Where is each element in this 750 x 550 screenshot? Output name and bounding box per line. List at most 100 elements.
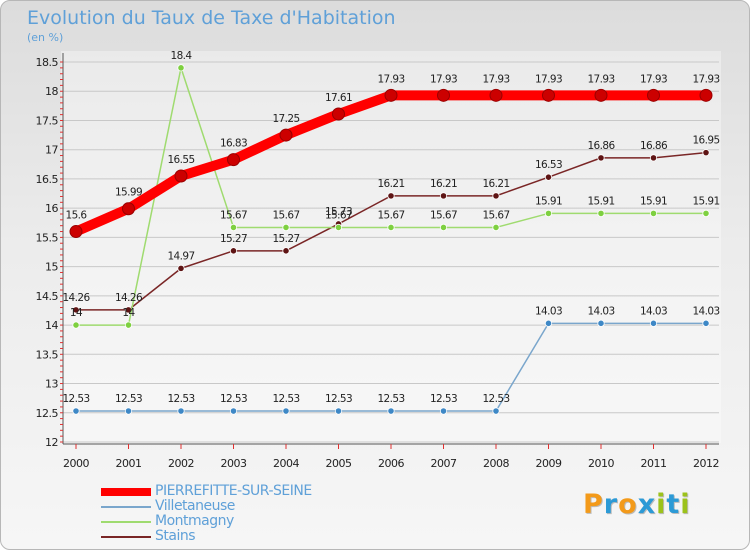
x-tick-label: 2003 [221,457,247,470]
legend-swatch-pierrefitte [101,488,151,496]
data-point [489,88,503,102]
data-label: 12.53 [115,393,142,405]
data-point [124,321,133,329]
data-label: 14.26 [115,292,143,304]
x-tick-label: 2011 [641,457,667,470]
data-label: 16.55 [167,154,194,166]
legend-swatch-stains [101,536,151,538]
data-point [649,154,658,162]
data-point [177,407,185,415]
x-tick-label: 2001 [116,457,142,470]
plot-area [61,51,721,443]
data-label: 12.53 [220,393,247,405]
data-point [282,247,290,255]
data-label: 17.25 [272,113,299,125]
data-label: 14.03 [587,305,614,317]
data-label: 15.67 [377,209,404,221]
data-point [387,192,395,200]
data-point [544,173,553,181]
data-label: 12.53 [62,393,89,405]
logo-letter: t [666,489,681,520]
legend-swatch-villetaneuse [101,506,151,508]
logo-letter: o [618,489,638,520]
data-point [597,319,605,327]
logo-letter: i [656,489,667,520]
data-label: 12.53 [325,393,352,405]
data-label: 16.86 [640,140,668,152]
data-label: 17.93 [377,73,404,85]
data-point [174,169,188,183]
data-point [387,223,395,232]
data-point [544,209,553,218]
data-label: 15.67 [272,209,299,221]
data-point [282,407,290,415]
data-point [332,107,345,121]
data-point [72,407,80,415]
chart-subtitle: (en %) [27,31,64,44]
x-tick-label: 2009 [536,457,562,470]
data-label: 15.91 [692,195,719,207]
data-label: 15.67 [482,209,509,221]
y-tick-label: 13.5 [36,348,59,361]
data-label: 12.53 [272,393,299,405]
logo-letter: x [637,489,657,520]
data-label: 17.93 [587,73,614,85]
data-label: 15.99 [115,187,142,199]
data-point [229,247,238,255]
data-point [384,88,398,102]
data-point [122,202,135,216]
y-tick-label: 18 [45,85,58,98]
proxiti-logo: Proxiti [583,489,691,520]
data-point [492,407,500,415]
data-label: 15.67 [430,209,457,221]
data-label: 14.03 [640,305,667,317]
data-label: 14 [70,307,83,319]
data-label: 15.27 [272,233,299,245]
data-point [647,88,660,102]
data-label: 14.03 [692,305,719,317]
data-label: 15.27 [220,233,247,245]
data-point [439,192,448,200]
data-label: 17.93 [640,73,667,85]
data-label: 17.61 [325,92,352,104]
data-point [492,192,500,200]
data-point [177,64,185,72]
x-tick-label: 2008 [483,457,509,470]
x-tick-label: 2002 [168,457,194,470]
data-point [69,225,83,239]
logo-letter: i [680,489,691,520]
data-point [597,154,605,162]
data-point [492,223,500,232]
y-tick-label: 14 [45,319,58,332]
data-point [649,319,658,327]
data-label: 15.91 [640,195,667,207]
data-label: 17.93 [482,73,509,85]
data-label: 16.21 [482,178,509,190]
logo-letter: P [583,489,604,520]
legend-label-montmagny: Montmagny [155,513,234,529]
data-point [282,223,290,232]
y-tick-label: 12.5 [36,407,59,420]
x-tick-label: 2010 [588,457,614,470]
data-point [542,88,555,102]
data-point [227,153,240,167]
x-tick-label: 2005 [326,457,352,470]
y-tick-label: 16 [45,202,58,215]
legend-label-villetaneuse: Villetaneuse [155,498,235,514]
data-label: 16.86 [587,140,615,152]
data-point [229,407,238,415]
data-label: 16.83 [220,138,247,150]
data-label: 15.91 [535,195,562,207]
data-label: 16.21 [377,178,404,190]
data-point [597,209,605,218]
data-point [439,223,448,232]
data-point [279,128,293,142]
data-point [334,407,343,415]
data-label: 17.93 [430,73,457,85]
data-point [72,306,80,314]
x-tick-label: 2007 [431,457,457,470]
data-point [229,223,238,232]
x-tick-label: 2004 [273,457,299,470]
